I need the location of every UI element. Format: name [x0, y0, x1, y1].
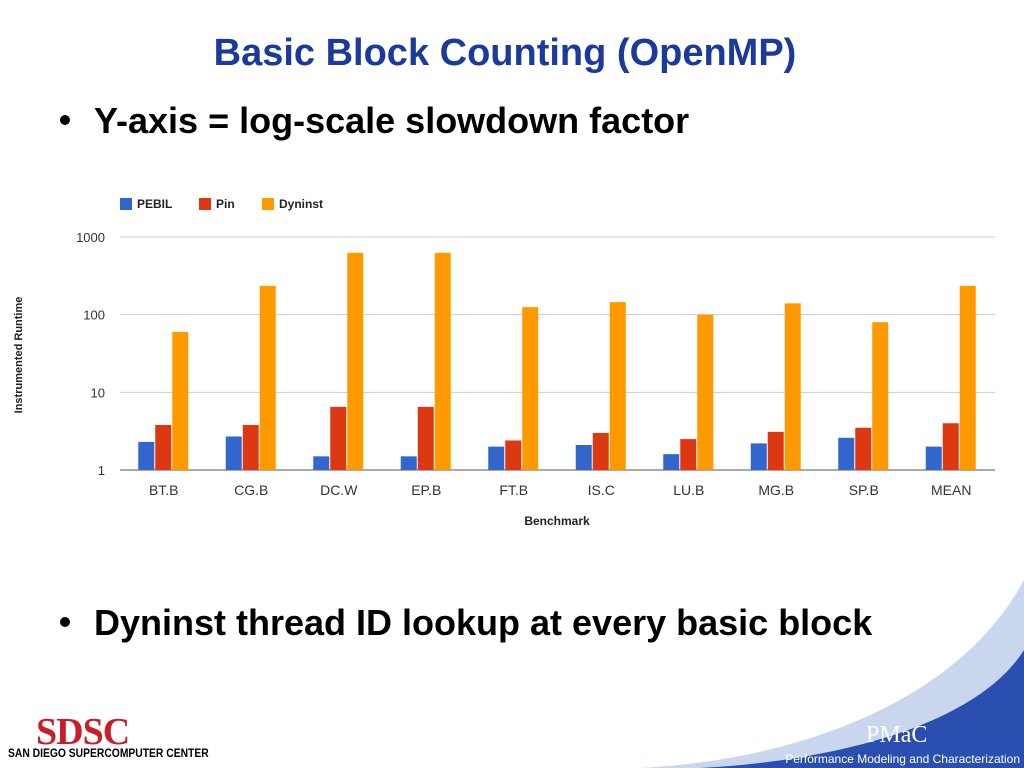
x-tick-label: MEAN	[931, 482, 971, 498]
x-axis-label: Benchmark	[524, 514, 590, 528]
legend-swatch-pebil	[120, 198, 132, 210]
y-tick-label: 1000	[76, 230, 105, 245]
bar-pebil-mg-b	[750, 443, 767, 470]
bar-dyninst-dc-w	[347, 252, 364, 470]
x-tick-label: MG.B	[758, 482, 794, 498]
y-tick-label: 1	[98, 463, 105, 478]
bullet-dot-icon	[60, 115, 70, 126]
corner-wave-dark	[700, 650, 1024, 768]
legend-swatch-dyninst	[262, 198, 274, 210]
bar-pebil-cg-b	[225, 436, 242, 470]
sdsc-subtitle: SAN DIEGO SUPERCOMPUTER CENTER	[8, 746, 209, 760]
legend-label-pin: Pin	[216, 197, 235, 211]
corner-wave-light	[640, 580, 1024, 768]
bullet-text-1: Y-axis = log-scale slowdown factor	[94, 100, 690, 141]
bar-pebil-is-c	[575, 444, 592, 470]
x-tick-label: EP.B	[411, 482, 441, 498]
bar-dyninst-cg-b	[259, 285, 276, 470]
bar-pin-bt-b	[155, 424, 172, 470]
bar-pin-sp-b	[855, 427, 872, 470]
bar-dyninst-ft-b	[522, 307, 539, 470]
bar-pin-mean	[942, 423, 959, 470]
bar-dyninst-bt-b	[172, 331, 189, 470]
x-tick-labels: BT.B CG.B DC.W EP.B FT.B IS.C LU.B MG.B SP.B MEAN	[149, 482, 972, 498]
bar-pebil-lu-b	[663, 454, 680, 470]
bar-pin-mg-b	[767, 431, 784, 470]
bar-pebil-dc-w	[313, 456, 330, 470]
bar-pin-is-c	[592, 432, 609, 470]
bar-pin-lu-b	[680, 439, 697, 470]
x-tick-label: FT.B	[499, 482, 528, 498]
bullet-item-2: Dyninst thread ID lookup at every basic …	[60, 602, 872, 644]
bar-pebil-bt-b	[138, 441, 155, 470]
bar-pebil-mean	[925, 446, 942, 470]
legend-swatch-pin	[199, 198, 211, 210]
bullet-item-1: Y-axis = log-scale slowdown factor	[60, 100, 689, 142]
x-tick-label: IS.C	[588, 482, 615, 498]
x-tick-label: BT.B	[149, 482, 179, 498]
legend-label-pebil: PEBIL	[137, 197, 172, 211]
pmac-subtitle: Performance Modeling and Characterizatio…	[785, 752, 1020, 766]
bar-dyninst-is-c	[609, 302, 626, 470]
bullet-text-2: Dyninst thread ID lookup at every basic …	[94, 602, 873, 643]
bar-pebil-sp-b	[838, 437, 855, 470]
bullet-dot-icon	[60, 617, 70, 628]
bar-dyninst-ep-b	[434, 252, 451, 470]
pmac-logo: PMaC	[866, 722, 928, 748]
bar-dyninst-lu-b	[697, 314, 714, 470]
bar-pin-ft-b	[505, 440, 522, 470]
bar-pin-cg-b	[242, 424, 259, 470]
chart-legend: PEBIL Pin Dyninst	[120, 197, 323, 211]
y-tick-label: 10	[91, 385, 105, 400]
bar-pebil-ft-b	[488, 446, 505, 470]
x-tick-label: DC.W	[320, 482, 358, 498]
bar-pin-ep-b	[417, 406, 434, 470]
bar-pebil-ep-b	[400, 456, 417, 470]
chart: PEBIL Pin Dyninst 1 10 100 1000 BT.B CG.B DC.W E…	[13, 197, 995, 528]
bar-pin-dc-w	[330, 406, 347, 470]
x-tick-label: LU.B	[673, 482, 704, 498]
legend-label-dyninst: Dyninst	[279, 197, 323, 211]
chart-bars	[138, 252, 976, 470]
bar-dyninst-mean	[959, 285, 976, 470]
x-tick-label: CG.B	[234, 482, 268, 498]
bar-dyninst-sp-b	[872, 322, 889, 470]
slide-title: Basic Block Counting (OpenMP)	[213, 32, 797, 74]
y-tick-label: 100	[83, 308, 105, 323]
sdsc-logo: SDSC	[36, 711, 130, 753]
y-axis-label: Instrumented Runtime	[13, 297, 25, 414]
bar-dyninst-mg-b	[784, 303, 801, 470]
x-tick-label: SP.B	[849, 482, 879, 498]
